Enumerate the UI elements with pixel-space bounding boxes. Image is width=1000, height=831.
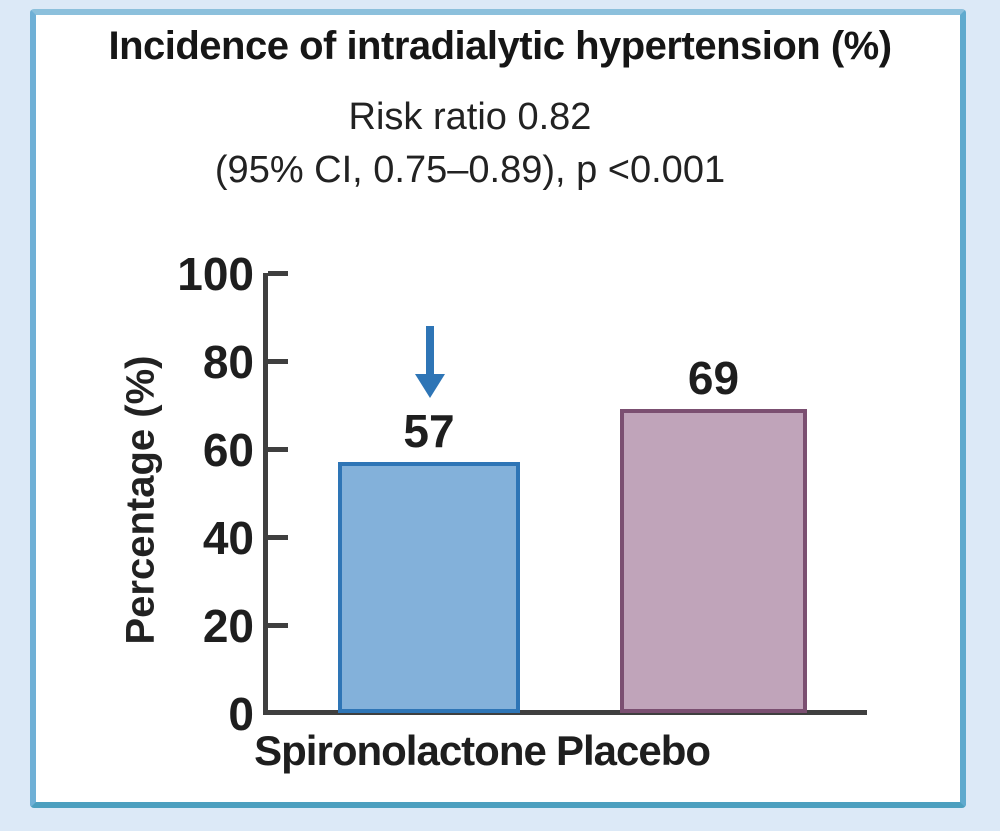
y-tick-label: 40: [202, 512, 254, 564]
risk-ratio-line: Risk ratio 0.82: [348, 96, 592, 138]
y-tick-label: 20: [202, 600, 254, 652]
x-axis-line: [263, 710, 867, 715]
y-tick-label: 0: [228, 688, 254, 740]
y-tick: [268, 447, 288, 452]
category-label-spironolactone: Spironolactone: [254, 727, 547, 774]
bar-value-label: 57: [403, 405, 455, 457]
bar-placebo: [620, 409, 807, 713]
y-axis-line: [263, 273, 268, 715]
y-tick: [268, 271, 288, 276]
bar-value-label: 69: [687, 352, 740, 404]
arrow-head: [415, 374, 445, 398]
decrease-arrow-icon: [415, 326, 445, 398]
y-tick: [268, 359, 288, 364]
chart-title: Incidence of intradialytic hypertension …: [108, 24, 892, 68]
y-tick-label: 80: [202, 336, 254, 388]
y-tick-label: 100: [177, 248, 254, 300]
y-tick: [268, 535, 288, 540]
y-tick-label: 60: [202, 424, 254, 476]
ci-pvalue-line: (95% CI, 0.75–0.89), p <0.001: [214, 149, 726, 191]
category-label-placebo: Placebo: [555, 727, 711, 774]
bar-spironolactone: [338, 462, 520, 713]
y-tick: [268, 623, 288, 628]
arrow-shaft: [426, 326, 434, 374]
